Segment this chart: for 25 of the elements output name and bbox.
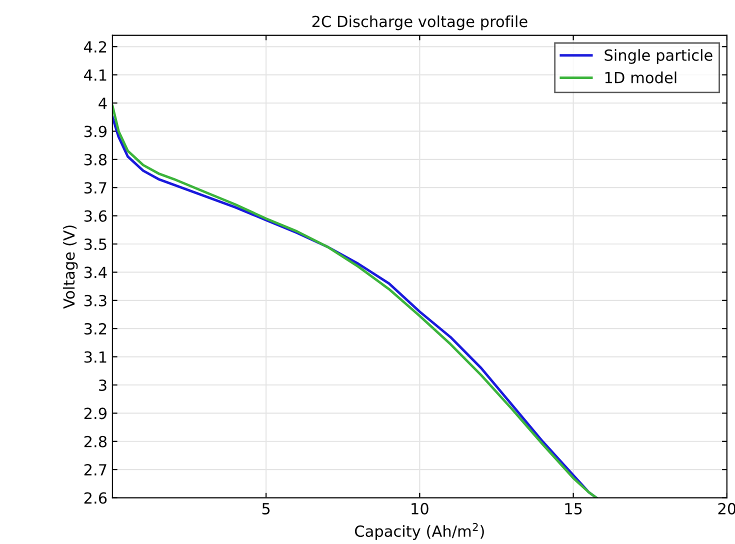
y-tick-label: 4.2 bbox=[84, 41, 106, 52]
y-tick-label: 2.6 bbox=[84, 492, 107, 504]
y-tick-label: 3.7 bbox=[84, 182, 106, 194]
y-tick-label: 3.9 bbox=[84, 126, 107, 138]
x-tick-label: 10 bbox=[412, 502, 428, 514]
y-tick-label: 3.1 bbox=[84, 351, 106, 363]
y-tick-label: 2.7 bbox=[84, 464, 106, 476]
y-tick-label: 3 bbox=[99, 379, 106, 391]
y-tick-label: 4.1 bbox=[84, 70, 106, 81]
y-tick-label: 3.2 bbox=[84, 323, 106, 335]
y-tick-label: 3.4 bbox=[84, 266, 107, 278]
x-tick-label: 15 bbox=[565, 503, 582, 514]
y-tick-label: 3.5 bbox=[84, 238, 106, 250]
y-tick-label: 3.3 bbox=[84, 294, 106, 306]
legend-label: Single particle bbox=[604, 49, 712, 64]
legend-label: 1D model bbox=[605, 72, 676, 84]
y-tick-label: 4 bbox=[98, 98, 107, 109]
y-tick-label: 3.6 bbox=[84, 210, 107, 222]
y-axis-title: Voltage (V) bbox=[62, 226, 78, 309]
x-axis-title: Capacity (Ah/m$^{2}$) bbox=[355, 522, 484, 540]
chart-title: 2C Discharge voltage profile bbox=[312, 15, 528, 30]
y-tick-label: 3.8 bbox=[84, 154, 107, 166]
x-tick-label: 5 bbox=[262, 503, 270, 514]
y-tick-label: 2.9 bbox=[84, 408, 107, 420]
y-tick-label: 2.8 bbox=[84, 436, 107, 448]
